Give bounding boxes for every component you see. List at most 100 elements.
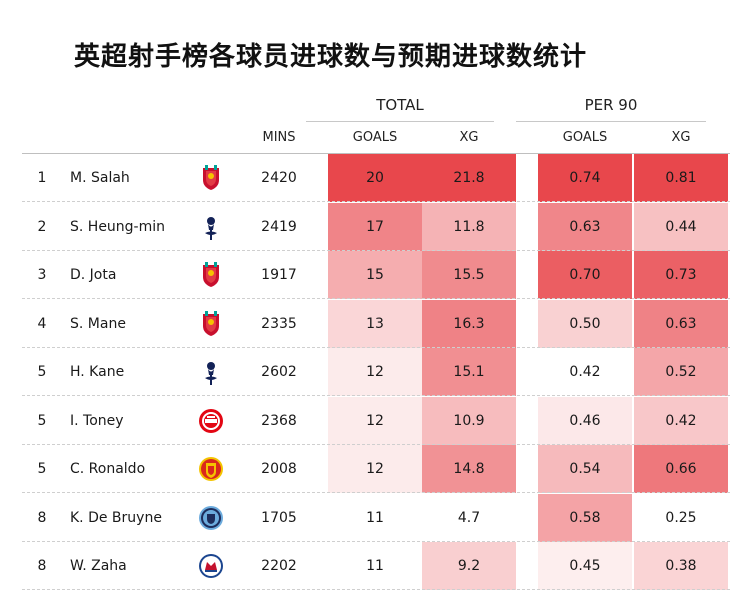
per90-xg-cell: 0.42 (634, 396, 728, 445)
mins-cell: 1705 (261, 509, 297, 526)
liverpool-crest-icon (194, 164, 228, 194)
row-divider (22, 201, 730, 202)
group-divider-per90 (516, 121, 706, 122)
player-name-cell: W. Zaha (70, 558, 127, 574)
rank-cell: 8 (37, 509, 47, 526)
group-header-total: TOTAL (376, 96, 424, 114)
player-name-cell: S. Mane (70, 315, 126, 332)
crystal-palace-crest-icon (194, 552, 228, 582)
rank-cell: 5 (37, 461, 47, 477)
total-xg-cell: 11.8 (422, 202, 516, 251)
mins-cell: 2420 (261, 170, 297, 186)
row-divider (22, 540, 730, 542)
tottenham-crest-icon (194, 213, 228, 243)
brentford-crest-icon (194, 407, 228, 437)
mins-cell: 1917 (261, 267, 297, 283)
liverpool-crest-icon (194, 261, 228, 291)
table-row: 5 I. Toney 2368 12 10.9 0.46 0.42 (22, 396, 730, 445)
row-divider (22, 492, 730, 493)
per90-xg-cell: 0.63 (634, 299, 728, 348)
total-xg-cell: 21.8 (422, 154, 516, 202)
per90-xg-cell: 0.73 (634, 251, 728, 299)
row-divider (22, 443, 730, 445)
rank-cell: 5 (37, 412, 47, 429)
total-xg-cell: 15.1 (422, 348, 516, 396)
total-goals-cell: 12 (328, 348, 422, 396)
group-divider-total (306, 121, 494, 122)
liverpool-crest-icon (194, 310, 228, 340)
man-united-crest-icon (194, 455, 228, 485)
tottenham-crest-icon (194, 358, 228, 388)
total-goals-cell: 17 (328, 202, 422, 251)
total-goals-cell: 12 (328, 396, 422, 445)
mins-cell: 2419 (261, 218, 297, 235)
table-row: 5 H. Kane 2602 12 15.1 0.42 0.52 (22, 348, 730, 396)
rank-cell: 5 (37, 364, 47, 380)
player-name-cell: I. Toney (70, 412, 124, 429)
row-divider (22, 249, 730, 251)
total-goals-cell: 11 (328, 493, 422, 542)
per90-goals-cell: 0.42 (538, 348, 632, 396)
rank-cell: 1 (37, 170, 47, 186)
total-xg-cell: 10.9 (422, 396, 516, 445)
player-name-cell: H. Kane (70, 364, 125, 380)
total-goals-cell: 12 (328, 445, 422, 493)
mins-cell: 2335 (261, 315, 297, 332)
row-divider (22, 298, 730, 299)
row-divider (22, 395, 730, 396)
per90-goals-cell: 0.50 (538, 299, 632, 348)
row-divider (22, 589, 730, 590)
col-header-mins: MINS (262, 130, 296, 145)
rank-cell: 2 (37, 218, 47, 235)
total-xg-cell: 16.3 (422, 299, 516, 348)
col-header-per90-goals: GOALS (562, 130, 608, 145)
table-row: 4 S. Mane 2335 13 16.3 0.50 0.63 (22, 299, 730, 348)
player-name-cell: D. Jota (70, 267, 117, 283)
per90-goals-cell: 0.70 (538, 251, 632, 299)
table-row: 8 K. De Bruyne 1705 11 4.7 0.58 0.25 (22, 493, 730, 542)
mins-cell: 2368 (261, 412, 297, 429)
rank-cell: 4 (37, 315, 47, 332)
per90-goals-cell: 0.46 (538, 396, 632, 445)
total-xg-cell: 15.5 (422, 251, 516, 299)
per90-xg-cell: 0.38 (634, 542, 728, 590)
player-name-cell: S. Heung-min (70, 218, 166, 235)
table-row: 8 W. Zaha 2202 11 9.2 0.45 0.38 (22, 542, 730, 590)
player-name-cell: K. De Bruyne (70, 509, 162, 526)
mins-cell: 2202 (261, 558, 297, 574)
per90-xg-cell: 0.44 (634, 202, 728, 251)
per90-xg-cell: 0.81 (634, 154, 728, 202)
per90-xg-cell: 0.66 (634, 445, 728, 493)
col-header-total-xg: XG (459, 130, 479, 145)
player-name-cell: M. Salah (70, 170, 130, 186)
total-goals-cell: 15 (328, 251, 422, 299)
per90-goals-cell: 0.74 (538, 154, 632, 202)
total-xg-cell: 14.8 (422, 445, 516, 493)
total-goals-cell: 20 (328, 154, 422, 202)
player-name-cell: C. Ronaldo (70, 461, 146, 477)
col-header-per90-xg: XG (671, 130, 691, 145)
mins-cell: 2008 (261, 461, 297, 477)
per90-xg-cell: 0.25 (634, 493, 728, 542)
per90-xg-cell: 0.52 (634, 348, 728, 396)
rank-cell: 3 (37, 267, 47, 283)
per90-goals-cell: 0.63 (538, 202, 632, 251)
table-row: 1 M. Salah 2420 20 21.8 0.74 0.81 (22, 154, 730, 202)
table-row: 5 C. Ronaldo 2008 12 14.8 0.54 0.66 (22, 445, 730, 493)
header-divider (22, 153, 730, 154)
table-row: 3 D. Jota 1917 15 15.5 0.70 0.73 (22, 251, 730, 299)
total-xg-cell: 4.7 (422, 493, 516, 542)
total-goals-cell: 11 (328, 542, 422, 590)
group-header-per90: PER 90 (584, 96, 638, 114)
mins-cell: 2602 (261, 364, 297, 380)
total-goals-cell: 13 (328, 299, 422, 348)
per90-goals-cell: 0.45 (538, 542, 632, 590)
per90-goals-cell: 0.58 (538, 493, 632, 542)
rank-cell: 8 (37, 558, 47, 574)
total-xg-cell: 9.2 (422, 542, 516, 590)
col-header-total-goals: GOALS (352, 130, 398, 145)
row-divider (22, 346, 730, 348)
per90-goals-cell: 0.54 (538, 445, 632, 493)
man-city-crest-icon (194, 504, 228, 534)
table-row: 2 S. Heung-min 2419 17 11.8 0.63 0.44 (22, 202, 730, 251)
